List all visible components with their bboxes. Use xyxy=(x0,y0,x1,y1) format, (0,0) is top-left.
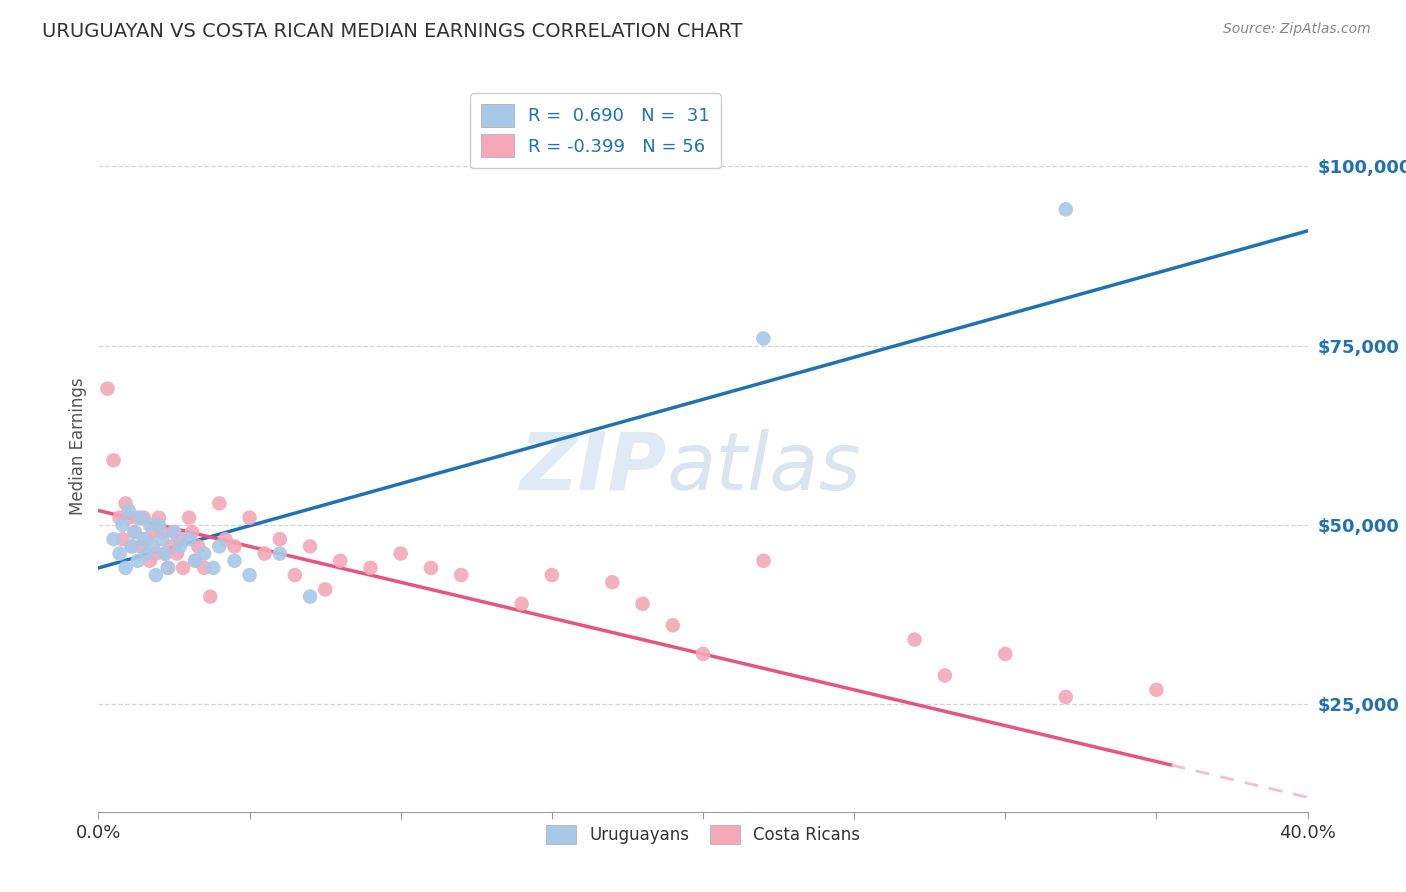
Point xyxy=(150,524,173,539)
Point xyxy=(181,524,204,539)
Point xyxy=(631,597,654,611)
Point xyxy=(156,561,179,575)
Point xyxy=(163,524,186,539)
Point xyxy=(139,554,162,568)
Point xyxy=(208,540,231,554)
Point xyxy=(202,561,225,575)
Point xyxy=(179,533,201,547)
Point xyxy=(602,575,624,590)
Point xyxy=(114,561,136,575)
Text: atlas: atlas xyxy=(666,429,862,507)
Point xyxy=(1054,202,1077,217)
Point xyxy=(127,554,149,568)
Point xyxy=(450,568,472,582)
Point xyxy=(111,533,134,547)
Point xyxy=(142,540,165,554)
Point xyxy=(121,540,143,554)
Point xyxy=(145,568,167,582)
Point xyxy=(145,547,167,561)
Legend: Uruguayans, Costa Ricans: Uruguayans, Costa Ricans xyxy=(540,818,866,851)
Point xyxy=(420,561,443,575)
Point xyxy=(253,547,276,561)
Point xyxy=(160,540,183,554)
Point xyxy=(163,524,186,539)
Point xyxy=(153,547,176,561)
Point xyxy=(187,540,209,554)
Point xyxy=(239,510,262,524)
Point xyxy=(129,510,152,524)
Point xyxy=(329,554,352,568)
Point xyxy=(904,632,927,647)
Point xyxy=(169,533,191,547)
Point xyxy=(184,554,207,568)
Point xyxy=(135,533,157,547)
Point xyxy=(114,496,136,510)
Point xyxy=(142,524,165,539)
Point xyxy=(184,554,207,568)
Point xyxy=(96,382,118,396)
Point xyxy=(118,503,141,517)
Point xyxy=(692,647,714,661)
Point xyxy=(208,496,231,510)
Point xyxy=(314,582,336,597)
Point xyxy=(224,554,246,568)
Point xyxy=(1144,682,1167,697)
Point xyxy=(121,540,143,554)
Point xyxy=(193,547,215,561)
Point xyxy=(127,510,149,524)
Point xyxy=(224,540,246,554)
Point xyxy=(200,590,222,604)
Point xyxy=(179,510,201,524)
Point xyxy=(172,561,194,575)
Point xyxy=(360,561,382,575)
Text: Source: ZipAtlas.com: Source: ZipAtlas.com xyxy=(1223,22,1371,37)
Point xyxy=(284,568,307,582)
Point xyxy=(135,547,157,561)
Point xyxy=(166,547,188,561)
Point xyxy=(103,533,125,547)
Point xyxy=(124,524,146,539)
Point xyxy=(153,547,176,561)
Point xyxy=(108,547,131,561)
Point xyxy=(1054,690,1077,704)
Point xyxy=(118,510,141,524)
Point xyxy=(103,453,125,467)
Point xyxy=(214,533,236,547)
Point xyxy=(108,510,131,524)
Point xyxy=(124,524,146,539)
Point xyxy=(661,618,683,632)
Point xyxy=(752,331,775,345)
Point xyxy=(389,547,412,561)
Text: URUGUAYAN VS COSTA RICAN MEDIAN EARNINGS CORRELATION CHART: URUGUAYAN VS COSTA RICAN MEDIAN EARNINGS… xyxy=(42,22,742,41)
Point xyxy=(111,517,134,532)
Point xyxy=(193,561,215,575)
Point xyxy=(148,517,170,532)
Point xyxy=(269,533,291,547)
Point xyxy=(540,568,562,582)
Point xyxy=(239,568,262,582)
Point xyxy=(994,647,1017,661)
Point xyxy=(148,510,170,524)
Point xyxy=(150,533,173,547)
Point xyxy=(299,590,322,604)
Point xyxy=(156,561,179,575)
Text: ZIP: ZIP xyxy=(519,429,666,507)
Y-axis label: Median Earnings: Median Earnings xyxy=(69,377,87,515)
Point xyxy=(934,668,956,682)
Point xyxy=(132,533,155,547)
Point xyxy=(299,540,322,554)
Point xyxy=(169,540,191,554)
Point xyxy=(752,554,775,568)
Point xyxy=(139,517,162,532)
Point xyxy=(132,510,155,524)
Point xyxy=(129,540,152,554)
Point xyxy=(269,547,291,561)
Point xyxy=(510,597,533,611)
